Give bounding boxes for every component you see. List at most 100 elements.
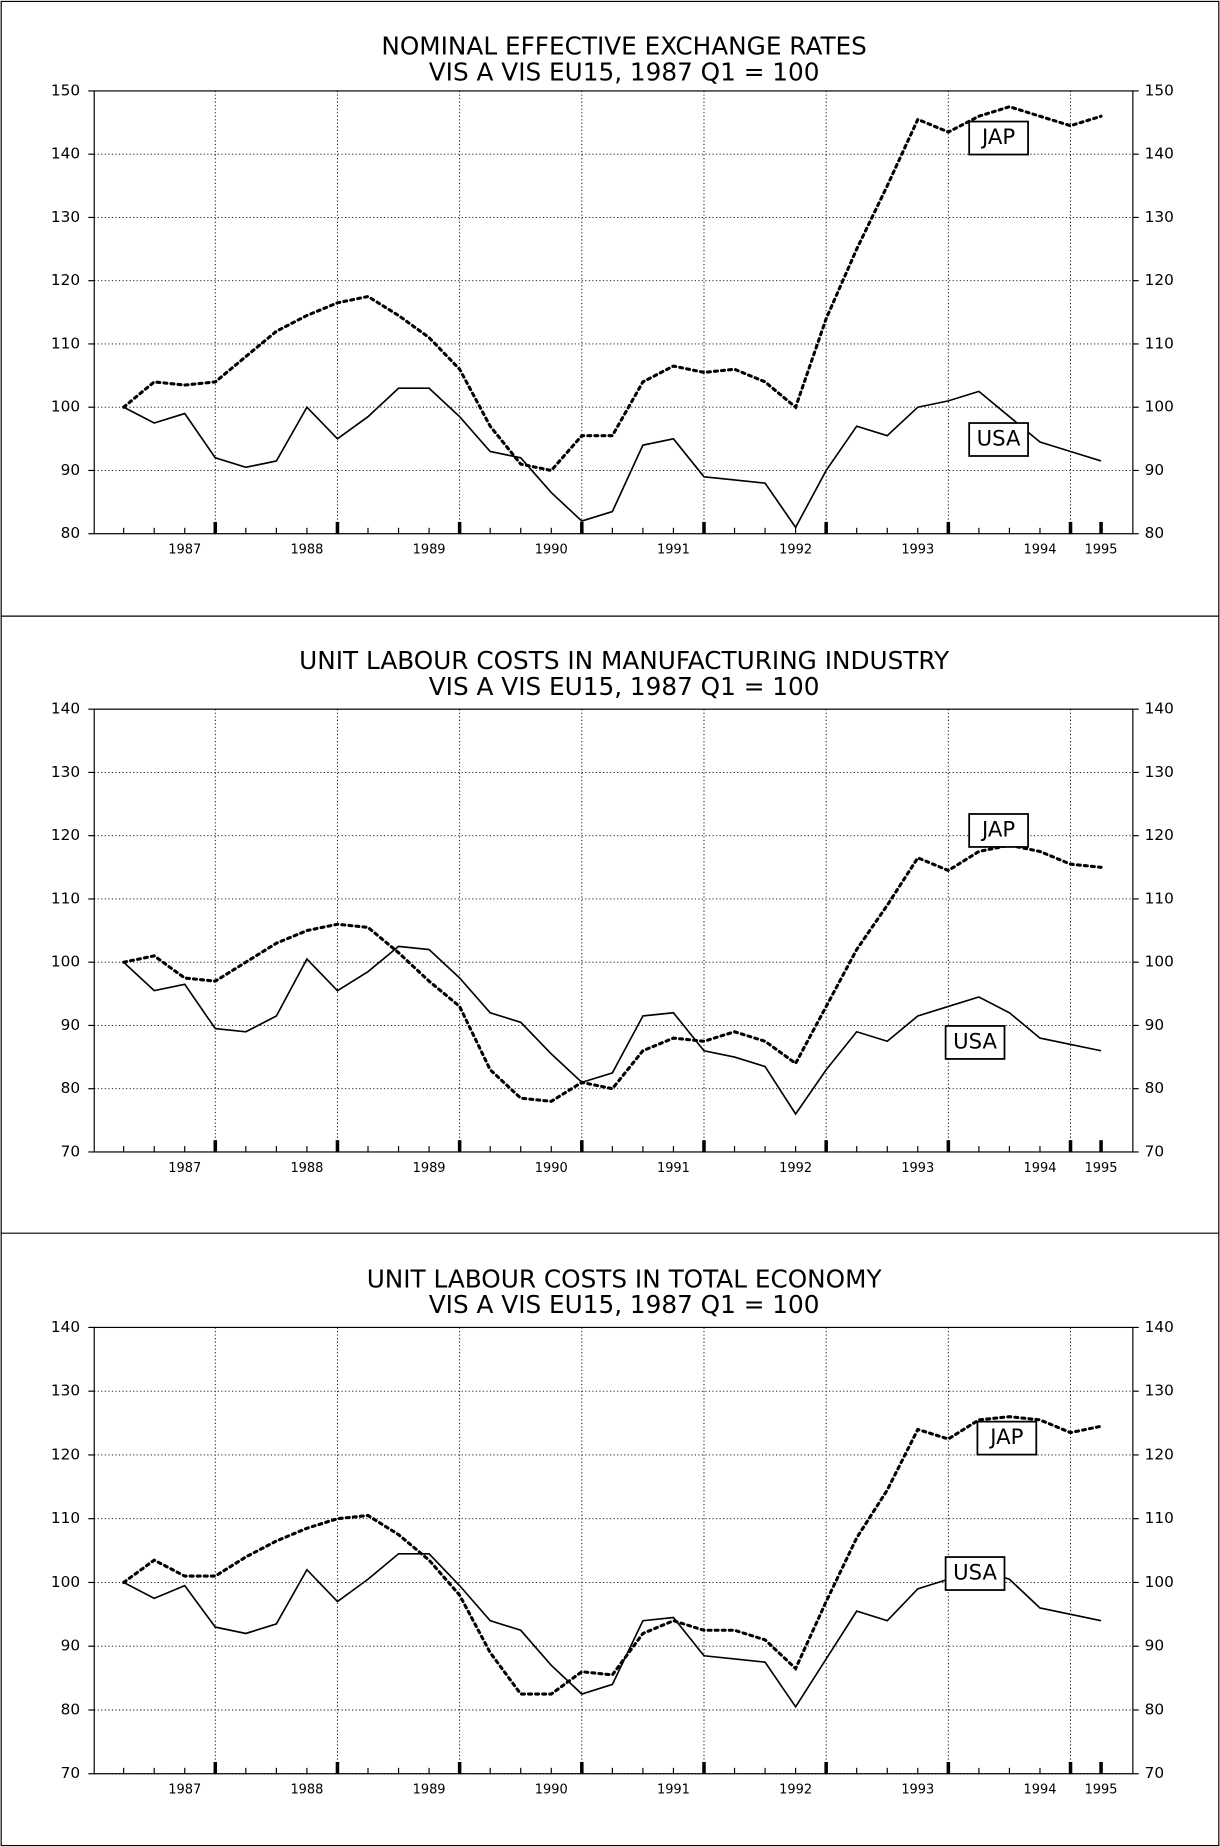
y2-tick-label: 90 [1145,1637,1164,1655]
y2-tick-label: 100 [1145,1573,1174,1591]
series-label-box [968,813,1029,848]
y2-tick-label: 110 [1145,1509,1174,1527]
y-tick-label: 140 [51,1318,80,1336]
y2-tick-label: 100 [1145,398,1174,416]
chart-title: UNIT LABOUR COSTS IN MANUFACTURING INDUS… [299,646,950,675]
y-tick-label: 70 [61,1764,80,1782]
x-tick-label: 1995 [1085,543,1118,558]
x-tick-label: 1991 [657,543,690,558]
series-label-box [968,120,1029,156]
x-tick-label: 1990 [535,1783,568,1798]
x-tick-label: 1992 [779,1161,812,1176]
y-tick-label: 120 [51,826,80,844]
chart-title: NOMINAL EFFECTIVE EXCHANGE RATES [381,31,867,60]
y-tick-label: 120 [51,1445,80,1463]
series-label-box [944,1025,1006,1060]
series-label: JAP [980,816,1015,841]
x-tick-label: 1988 [290,1161,323,1176]
y-tick-label: 100 [51,953,80,971]
x-tick-label: 1993 [901,1783,934,1798]
x-tick-label: 1994 [1024,543,1057,558]
y-tick-label: 80 [61,524,80,542]
y-tick-label: 110 [51,889,80,907]
x-tick-label: 1991 [657,1161,690,1176]
y2-tick-label: 70 [1145,1764,1164,1782]
x-tick-label: 1989 [413,1783,446,1798]
x-tick-label: 1990 [535,543,568,558]
y-tick-label: 90 [61,1637,80,1655]
x-tick-label: 1987 [168,1783,201,1798]
x-tick-label: 1988 [290,1783,323,1798]
series-line [122,843,1103,1103]
y-tick-label: 140 [51,145,80,163]
y-tick-label: 130 [51,763,80,781]
series-label-box [976,1420,1038,1456]
y2-tick-label: 110 [1145,889,1174,907]
chart-subtitle: VIS A VIS EU15, 1987 Q1 = 100 [429,57,820,86]
y-tick-label: 130 [51,208,80,226]
x-tick-label: 1989 [413,1161,446,1176]
y2-tick-label: 140 [1145,145,1174,163]
plot-frame [93,1326,1134,1775]
x-tick-label: 1987 [168,543,201,558]
y-tick-label: 110 [51,1509,80,1527]
series-line [123,387,1102,529]
x-tick-label: 1992 [779,1783,812,1798]
series-label-box [968,422,1029,457]
series-line [123,1552,1102,1709]
y2-tick-label: 90 [1145,1016,1164,1034]
y2-tick-label: 80 [1145,524,1164,542]
series-line [122,105,1103,473]
x-tick-label: 1993 [901,543,934,558]
y2-tick-label: 150 [1145,81,1174,99]
x-tick-label: 1989 [413,543,446,558]
series-label: USA [953,1560,997,1585]
y-tick-label: 100 [51,398,80,416]
y2-tick-label: 140 [1145,1318,1174,1336]
y-tick-label: 140 [51,700,80,718]
y2-tick-label: 80 [1145,1700,1164,1718]
x-tick-label: 1987 [168,1161,201,1176]
y-tick-label: 120 [51,271,80,289]
y-tick-label: 90 [61,461,80,479]
y2-tick-label: 130 [1145,208,1174,226]
y-tick-label: 130 [51,1382,80,1400]
chart-title: UNIT LABOUR COSTS IN TOTAL ECONOMY [367,1264,883,1293]
series-line [123,945,1102,1116]
series-label: JAP [988,1424,1023,1449]
y2-tick-label: 130 [1145,763,1174,781]
x-tick-label: 1988 [290,543,323,558]
series-label: USA [977,426,1021,451]
x-tick-label: 1991 [657,1783,690,1798]
plot-frame [93,708,1134,1153]
series-label-box [944,1556,1006,1591]
y2-tick-label: 100 [1145,953,1174,971]
y-tick-label: 110 [51,334,80,352]
x-tick-label: 1992 [779,543,812,558]
y-tick-label: 70 [61,1142,80,1160]
series-label: USA [953,1028,997,1053]
y-tick-label: 80 [61,1079,80,1097]
x-tick-label: 1995 [1085,1161,1118,1176]
x-tick-label: 1990 [535,1161,568,1176]
x-tick-label: 1994 [1024,1783,1057,1798]
y-tick-label: 150 [51,81,80,99]
y-tick-label: 100 [51,1573,80,1591]
x-tick-label: 1995 [1085,1783,1118,1798]
y-tick-label: 90 [61,1016,80,1034]
y2-tick-label: 120 [1145,271,1174,289]
y2-tick-label: 140 [1145,700,1174,718]
y-tick-label: 80 [61,1700,80,1718]
plot-frame [93,90,1134,535]
y2-tick-label: 110 [1145,334,1174,352]
x-tick-label: 1993 [901,1161,934,1176]
y2-tick-label: 90 [1145,461,1164,479]
y2-tick-label: 120 [1145,1445,1174,1463]
y2-tick-label: 70 [1145,1142,1164,1160]
chart-subtitle: VIS A VIS EU15, 1987 Q1 = 100 [429,1290,820,1319]
y2-tick-label: 120 [1145,826,1174,844]
y2-tick-label: 80 [1145,1079,1164,1097]
